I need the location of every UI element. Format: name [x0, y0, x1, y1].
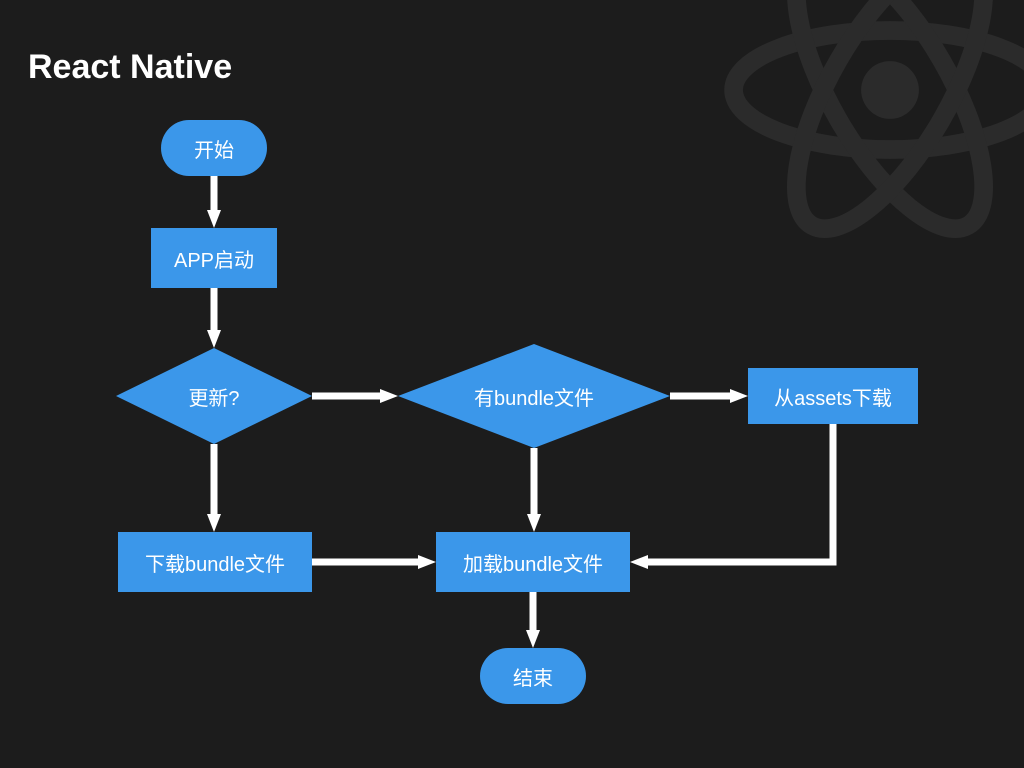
flowchart-node-from_assets: 从assets下载: [748, 368, 918, 424]
flowchart-node-start: 开始: [161, 120, 267, 176]
flowchart-node-label: 更新?: [116, 348, 312, 444]
flowchart-node-download: 下载bundle文件: [118, 532, 312, 592]
diagram-canvas: React Native 开始APP启动 更新? 有bundle文件从asset…: [0, 0, 1024, 768]
flowchart-node-app_launch: APP启动: [151, 228, 277, 288]
flowchart-node-has_bundle: 有bundle文件: [398, 344, 670, 448]
flowchart-node-load: 加载bundle文件: [436, 532, 630, 592]
flowchart-node-label: 有bundle文件: [398, 344, 670, 448]
flowchart-node-update_q: 更新?: [116, 348, 312, 444]
flowchart-node-end: 结束: [480, 648, 586, 704]
